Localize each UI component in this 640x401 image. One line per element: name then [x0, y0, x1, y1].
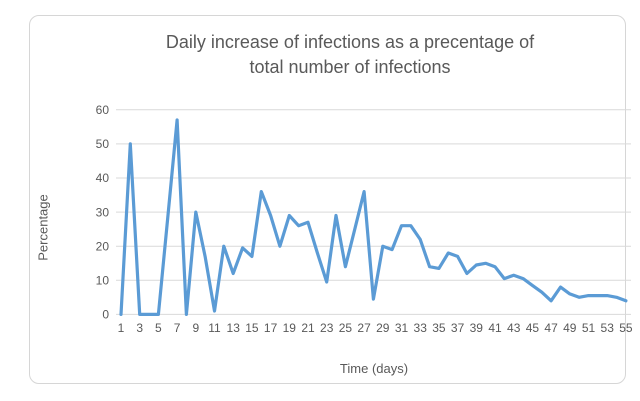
- x-tick-label: 1: [118, 321, 125, 335]
- x-tick-label: 23: [320, 321, 334, 335]
- y-tick-label: 0: [102, 308, 109, 322]
- y-tick-label: 30: [96, 205, 110, 219]
- chart-title: Daily increase of infections as a precen…: [30, 30, 640, 80]
- x-tick-label: 33: [414, 321, 428, 335]
- x-tick-label: 51: [582, 321, 596, 335]
- chart-title-line-2: total number of infections: [249, 57, 451, 77]
- x-tick-label: 29: [376, 321, 390, 335]
- x-tick-label: 55: [619, 321, 633, 335]
- y-tick-label: 10: [96, 274, 110, 288]
- x-tick-label: 7: [174, 321, 181, 335]
- x-tick-label: 15: [245, 321, 259, 335]
- x-tick-label: 31: [395, 321, 409, 335]
- x-tick-label: 41: [488, 321, 502, 335]
- x-tick-label: 25: [339, 321, 353, 335]
- chart-frame: Daily increase of infections as a precen…: [29, 15, 633, 384]
- x-tick-label: 53: [601, 321, 615, 335]
- x-tick-label: 35: [432, 321, 446, 335]
- x-tick-label: 39: [470, 321, 484, 335]
- x-tick-label: 3: [136, 321, 143, 335]
- y-axis-tick-labels: 0 10 20 30 40 50 60: [96, 103, 110, 322]
- x-tick-label: 5: [155, 321, 162, 335]
- x-tick-label: 11: [208, 321, 221, 335]
- x-tick-label: 27: [357, 321, 371, 335]
- x-tick-label: 43: [507, 321, 521, 335]
- x-tick-label: 17: [264, 321, 278, 335]
- x-tick-label: 9: [192, 321, 199, 335]
- y-tick-label: 40: [96, 171, 110, 185]
- x-tick-label: 37: [451, 321, 465, 335]
- infection-percentage-series-line: [119, 118, 628, 316]
- x-tick-label: 19: [283, 321, 297, 335]
- y-tick-label: 60: [96, 103, 110, 117]
- x-tick-label: 47: [544, 321, 558, 335]
- y-tick-label: 20: [96, 239, 110, 253]
- x-tick-label: 49: [563, 321, 577, 335]
- gridlines: [116, 109, 631, 315]
- x-tick-label: 21: [301, 321, 315, 335]
- x-axis-title: Time (days): [339, 361, 409, 376]
- chart-title-line-1: Daily increase of infections as a precen…: [165, 32, 535, 52]
- x-tick-label: 13: [227, 321, 241, 335]
- x-tick-label: 45: [526, 321, 540, 335]
- y-tick-label: 50: [96, 137, 110, 151]
- x-axis-tick-labels: 1 3 5 7 9 11 13 15 17 19 21 23 25 27 29 31 33 35 37 39 41 43 4…: [118, 321, 633, 335]
